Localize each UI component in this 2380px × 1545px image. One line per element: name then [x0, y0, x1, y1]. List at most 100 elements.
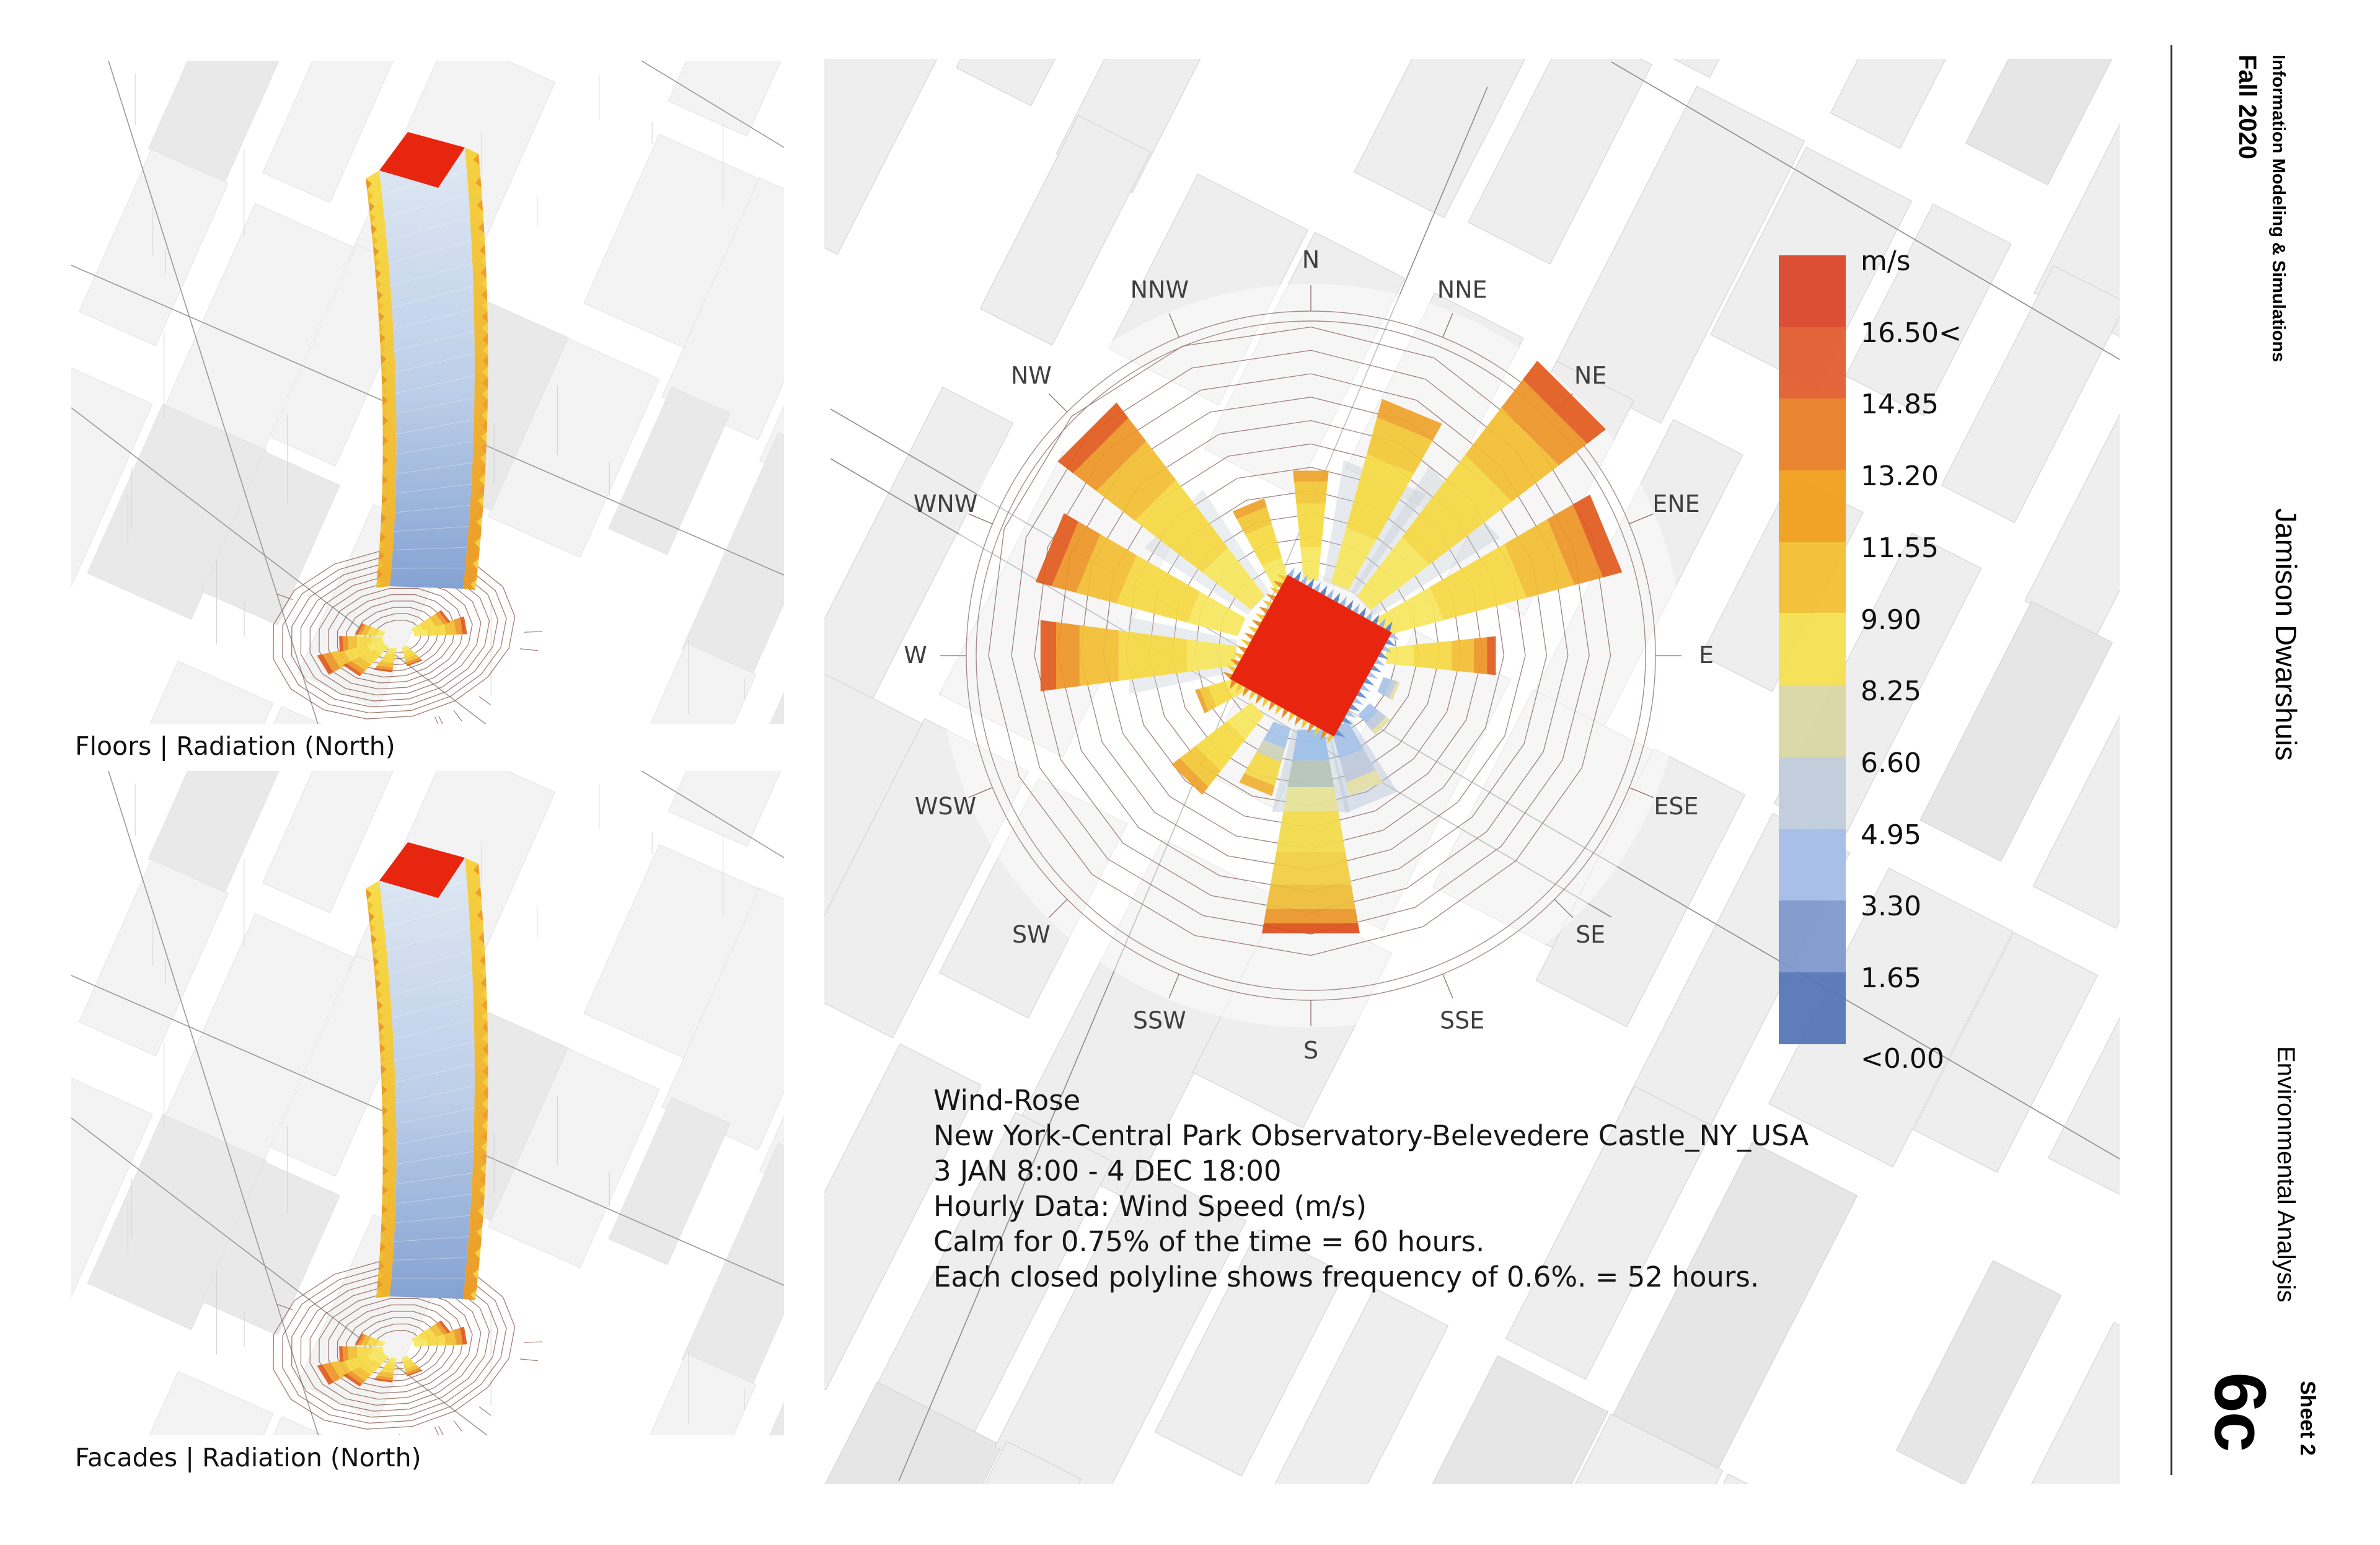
tower-fin: [382, 446, 389, 456]
tower-fin: [382, 436, 389, 446]
facade-fin: [1300, 574, 1308, 585]
tower-face: [379, 858, 475, 1299]
tower-fin: [379, 322, 385, 333]
wind-rose-petal: [1040, 620, 1236, 692]
tower-fin: [480, 255, 487, 267]
legend-label: 16.50<: [1861, 317, 1962, 349]
facade-fin: [1378, 618, 1386, 628]
wind-rose-petal: [1195, 677, 1245, 713]
tower-fin: [482, 355, 488, 367]
tower-fin: [377, 569, 383, 579]
facade-fin: [1262, 600, 1272, 607]
tower-fin: [477, 506, 483, 517]
tower-fin: [381, 1075, 387, 1085]
facade-fin: [1349, 704, 1360, 711]
facade-fin: [1255, 613, 1265, 620]
tower-fin: [480, 453, 487, 464]
tower-fin: [382, 1125, 389, 1136]
tower-fin: [481, 1131, 487, 1142]
legend-label: 4.95: [1861, 819, 1921, 851]
tower-fin: [471, 569, 478, 580]
tower-fin: [374, 257, 381, 268]
tower-fin: [378, 1021, 384, 1033]
tower-fin: [471, 1279, 478, 1290]
tower-fin: [482, 1076, 488, 1088]
base-petal: [401, 645, 423, 667]
facade-fin: [1389, 632, 1400, 640]
tower-fin: [475, 886, 482, 899]
tower-fin: [381, 374, 387, 385]
tower-fin: [377, 560, 384, 570]
author-label: Jamison Dwarshuis: [2270, 508, 2303, 761]
tower-fin: [478, 222, 485, 234]
tower-fin: [474, 1258, 480, 1269]
legend-band: [1779, 255, 1846, 327]
legend-label: 11.55: [1861, 532, 1939, 564]
tower-fin: [482, 311, 488, 323]
tower-fin: [366, 178, 372, 190]
tower-fin: [482, 345, 488, 356]
facade-fin: [1268, 702, 1276, 711]
tower-fin: [381, 1223, 387, 1233]
tower-fin: [478, 233, 485, 245]
facade-fin: [1385, 639, 1396, 647]
facades-radiation-view: [71, 771, 784, 1479]
tower-fin: [382, 1185, 389, 1195]
compass-label: E: [1699, 641, 1714, 669]
facade-fin: [1382, 645, 1393, 653]
tower-fin: [368, 911, 375, 923]
facade-fin: [1326, 589, 1334, 599]
caption-title: Wind-Rose: [933, 1084, 1081, 1117]
legend-band: [1779, 614, 1846, 686]
tower-fin: [371, 934, 377, 946]
facade-fin: [1273, 581, 1284, 588]
tower-fin: [480, 966, 487, 977]
tower-fin: [382, 1146, 389, 1156]
tower-fin: [381, 364, 387, 375]
tower-fin: [475, 176, 482, 188]
legend-label: 8.25: [1861, 676, 1921, 708]
wind-rose-petal: [1331, 721, 1383, 796]
base-frequency-ring: [282, 556, 507, 714]
facade-fin: [1230, 658, 1240, 666]
compass-label: NW: [1011, 362, 1052, 389]
wind-rose-petal: [1358, 703, 1391, 736]
base-petal: [413, 1326, 467, 1347]
tower-fin: [382, 1166, 389, 1176]
tower-fin: [379, 1043, 386, 1054]
sheet-code: 6c: [2199, 1372, 2281, 1451]
base-frequency-ring: [319, 1292, 473, 1400]
compass-label: SSE: [1440, 1006, 1484, 1034]
facade-fin: [1244, 632, 1254, 640]
tower-fin: [372, 956, 379, 967]
tower-left-fins: [366, 881, 397, 1298]
tower-fin: [376, 290, 383, 301]
axis-circle: [976, 320, 1646, 991]
wind-rose-petal: [1057, 402, 1265, 610]
facade-fin: [1226, 665, 1236, 672]
tower-fin: [381, 1214, 387, 1224]
tower-fin: [482, 1032, 488, 1044]
tower-fin: [477, 909, 483, 921]
tower-fin: [371, 224, 377, 235]
tower-fin: [472, 1269, 479, 1280]
legend-label: 13.20: [1861, 460, 1939, 493]
base-frequency-ring: [337, 1304, 456, 1388]
compass-label: SSW: [1133, 1006, 1186, 1034]
tower-fin: [482, 1120, 488, 1131]
base-petal: [343, 644, 389, 677]
tower-fin: [379, 542, 386, 552]
facades-caption: Facades | Radiation (North): [75, 1443, 421, 1472]
legend-band: [1779, 327, 1846, 399]
compass-label: W: [904, 641, 927, 669]
tower-fin: [478, 1195, 485, 1206]
facade-fin: [1367, 671, 1378, 679]
tower-fin: [382, 1095, 388, 1106]
tower-fin: [382, 415, 389, 426]
floors-caption: Floors | Radiation (North): [75, 731, 395, 761]
tower-fin: [380, 1054, 386, 1065]
legend-label: 9.90: [1861, 604, 1921, 636]
tower-fin: [475, 527, 482, 538]
tower-fin: [481, 999, 487, 1011]
compass-label: SE: [1576, 921, 1605, 948]
